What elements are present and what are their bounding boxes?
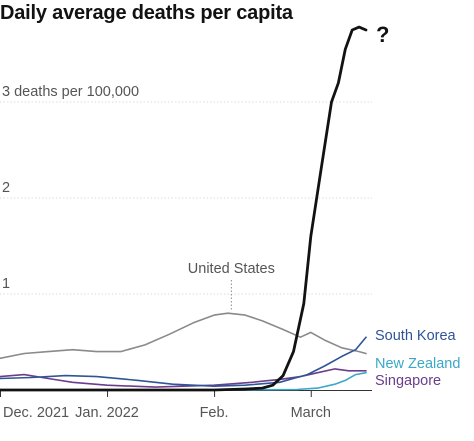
x-tick-label-3: March [291, 405, 331, 421]
x-tick-label-2: Feb. [200, 405, 229, 421]
series-line-hong-kong [0, 25, 368, 392]
x-tick-label-0: Dec. 2021 [3, 405, 69, 421]
y-tick-label-2: 2 [2, 180, 10, 196]
annotation-question-mark: ? [376, 22, 389, 47]
y-tick-label-1: 1 [2, 276, 10, 292]
end-label-south-korea: South Korea [375, 328, 457, 344]
chart-title: Daily average deaths per capita [0, 2, 293, 24]
series-line-new-zealand [0, 371, 367, 391]
series-line-south-korea [0, 336, 367, 387]
y-tick-label-3: 3 deaths per 100,000 [2, 84, 139, 100]
end-label-new-zealand: New Zealand [375, 356, 460, 372]
x-tick-label-1: Jan. 2022 [75, 405, 139, 421]
end-label-singapore: Singapore [375, 373, 441, 389]
annotation-united-states: United States [188, 261, 275, 277]
series-line-united-states [0, 312, 367, 360]
series-line-singapore [0, 368, 367, 388]
